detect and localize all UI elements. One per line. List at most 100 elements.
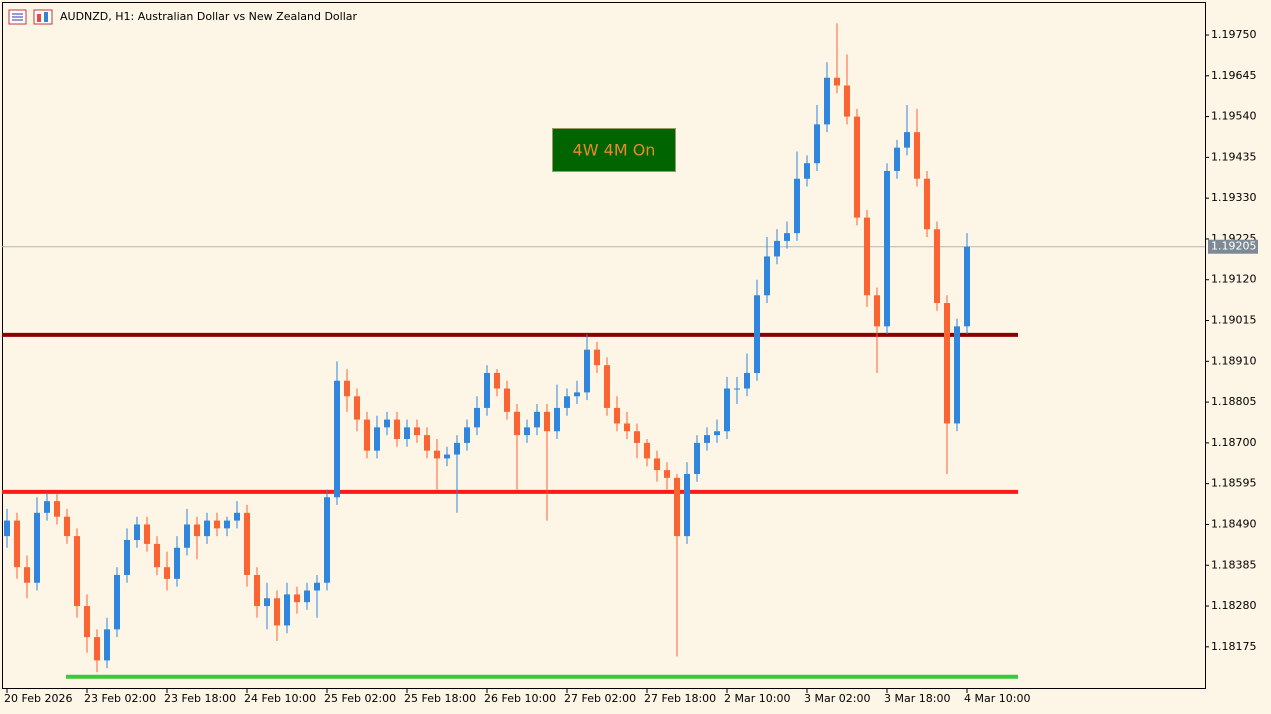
candle-body [944,303,950,424]
current-price-label: 1.19205 [1211,240,1257,253]
candle-body [264,598,270,607]
candle-body [474,407,480,428]
y-tick-label: 1.19750 [1211,28,1257,41]
candle-body [564,396,570,408]
x-tick-label: 24 Feb 10:00 [244,692,316,705]
candle-body [934,229,940,304]
candle-body [44,501,50,513]
y-tick-label: 1.18490 [1211,517,1257,530]
candle-body [704,435,710,443]
x-tick-label: 4 Mar 10:00 [964,692,1030,705]
chart-icons [8,9,53,25]
candle-body [184,524,190,548]
candle-body [414,427,420,436]
candle-body [954,326,960,424]
candle-body [454,442,460,455]
y-tick-label: 1.18280 [1211,599,1257,612]
candle-body [324,497,330,583]
candle-body [734,388,740,390]
x-tick-label: 3 Mar 18:00 [884,692,950,705]
indicator-button[interactable] [552,128,676,172]
candle-body [64,516,70,537]
candle-body [424,435,430,451]
candle-body [804,163,810,179]
candle-body [904,132,910,148]
x-tick-label: 27 Feb 02:00 [564,692,636,705]
y-tick-label: 1.19120 [1211,273,1257,286]
candle-body [524,427,530,436]
indicator-button-label[interactable]: 4W 4M On [573,141,656,160]
y-tick-label: 1.18385 [1211,558,1257,571]
x-tick-label: 20 Feb 2026 [4,692,72,705]
candle-body [634,431,640,443]
y-tick-label: 1.18805 [1211,395,1257,408]
candle-body [894,147,900,171]
candle-body [554,407,560,432]
candle-body [664,470,670,478]
candle-body [194,524,200,537]
candle-body [244,512,250,575]
candle-body [774,240,780,257]
candle-body [964,246,970,327]
y-tick-label: 1.19645 [1211,69,1257,82]
icon-bar [37,14,41,22]
y-tick-label: 1.18910 [1211,354,1257,367]
candle-body [344,380,350,397]
candle-body [374,427,380,451]
candle-body [514,411,520,436]
candle-body [214,520,220,529]
candle-body [274,598,280,626]
candle-body [824,77,830,125]
candle-body [144,524,150,544]
y-tick-label: 1.18175 [1211,640,1257,653]
candle-body [224,520,230,529]
candle-body [494,372,500,389]
candle-body [854,116,860,218]
candle-body [544,411,550,432]
candle-body [84,606,90,638]
candle-body [304,590,310,603]
candle-body [504,388,510,412]
x-tick-label: 3 Mar 02:00 [804,692,870,705]
candle-body [874,295,880,327]
candle-body [784,233,790,241]
candle-body [814,124,820,164]
candle-body [604,365,610,408]
candle-body [404,427,410,440]
candle-body [34,512,40,583]
candle-body [584,349,590,393]
candle-body [724,388,730,432]
candle-body [204,520,210,537]
candle-body [364,419,370,451]
candle-body [74,536,80,607]
candle-body [24,567,30,583]
candle-body [354,396,360,420]
icon-bar [44,12,48,22]
candle-body [694,442,700,474]
candle-body [384,419,390,428]
candle-body [294,594,300,603]
candle-body [754,295,760,373]
y-tick-label: 1.19435 [1211,150,1257,163]
chart-title: AUDNZD, H1: Australian Dollar vs New Zea… [60,10,358,23]
x-tick-label: 27 Feb 18:00 [644,692,716,705]
candle-body [834,77,840,86]
candle-body [54,501,60,517]
y-tick-label: 1.19540 [1211,110,1257,123]
candle-body [234,512,240,521]
candle-body [864,217,870,296]
candle-body [714,431,720,436]
x-tick-label: 26 Feb 10:00 [484,692,556,705]
candle-body [744,372,750,389]
y-tick-label: 1.19015 [1211,314,1257,327]
candle-body [104,629,110,661]
candle-body [794,178,800,234]
candle-body [684,473,690,537]
candle-body [134,524,140,541]
candle-body [174,547,180,579]
y-tick-label: 1.18595 [1211,477,1257,490]
x-tick-label: 25 Feb 02:00 [324,692,396,705]
